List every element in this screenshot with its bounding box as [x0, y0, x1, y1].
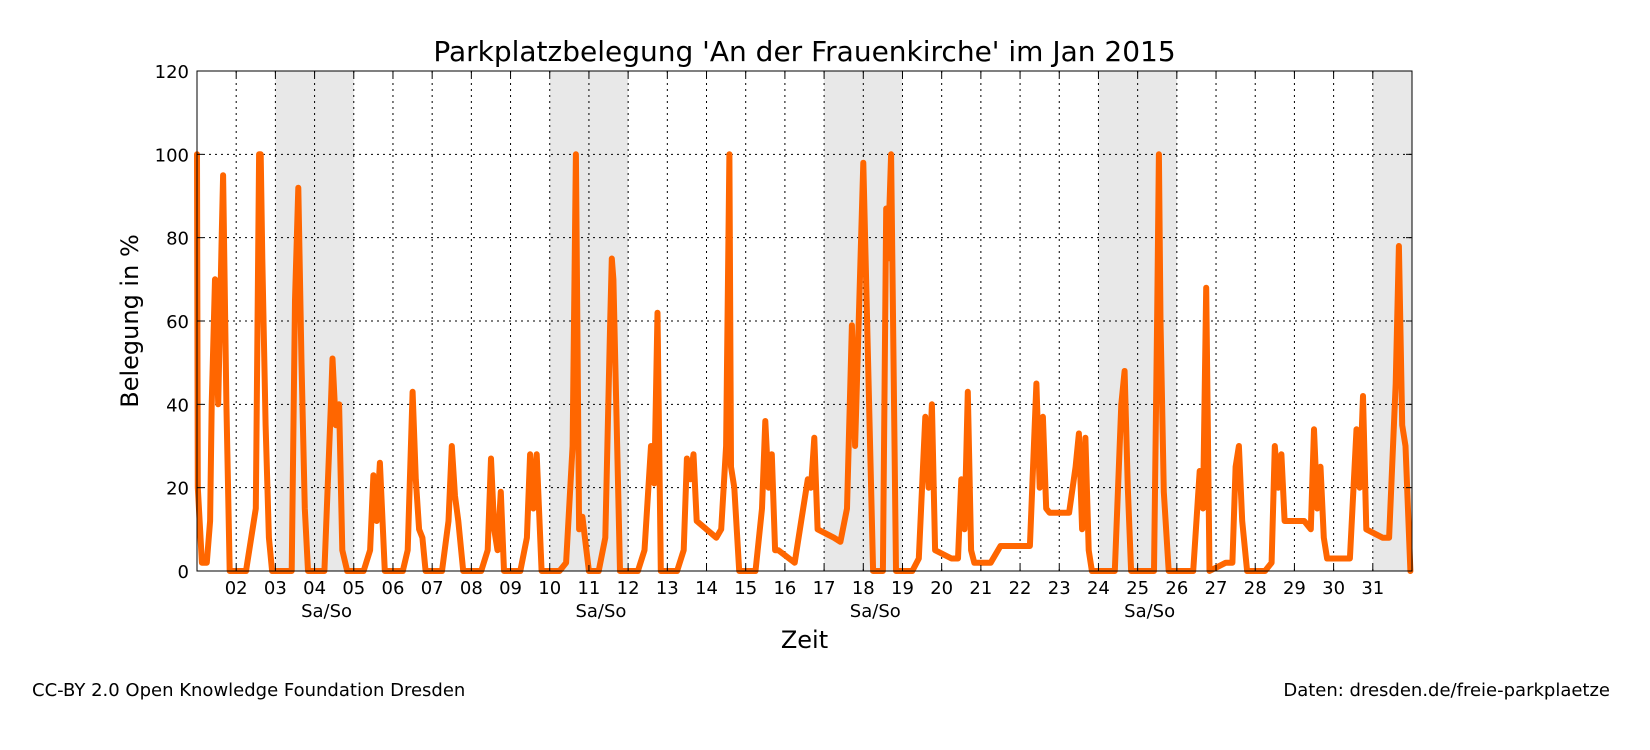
x-tick-label: 05 — [342, 578, 365, 599]
x-tick-label: 08 — [460, 578, 483, 599]
x-tick-label: 19 — [891, 578, 914, 599]
y-tick-label: 60 — [166, 312, 189, 333]
x-tick-label: 20 — [930, 578, 953, 599]
x-tick-label: 04 — [303, 578, 326, 599]
x-axis-label: Zeit — [781, 626, 828, 654]
weekend-label: Sa/So — [575, 601, 626, 622]
y-tick-label: 40 — [166, 395, 189, 416]
x-tick-label: 29 — [1283, 578, 1306, 599]
x-tick-label: 10 — [538, 578, 561, 599]
occupancy-series-line — [194, 151, 1414, 574]
x-axis-ticks: 02 03 04 05 06 07 08 09 10 11 12 13 14 15 16 17 18 19 20 21… — [225, 71, 1384, 599]
x-tick-label: 07 — [421, 578, 444, 599]
x-tick-label: 30 — [1322, 578, 1345, 599]
x-tick-label: 25 — [1126, 578, 1149, 599]
x-tick-label: 16 — [773, 578, 796, 599]
x-tick-label: 14 — [695, 578, 718, 599]
y-tick-label: 120 — [155, 62, 189, 83]
x-tick-label: 23 — [1048, 578, 1071, 599]
y-tick-label: 20 — [166, 479, 189, 500]
x-tick-label: 26 — [1165, 578, 1188, 599]
y-tick-label: 100 — [155, 145, 189, 166]
y-tick-label: 80 — [166, 229, 189, 250]
y-axis-ticks: 0 20 40 60 80 100 120 — [155, 62, 1412, 583]
x-tick-label: 09 — [499, 578, 522, 599]
x-tick-label: 24 — [1087, 578, 1110, 599]
x-tick-label: 11 — [577, 578, 600, 599]
x-tick-label: 13 — [656, 578, 679, 599]
y-tick-label: 0 — [178, 562, 189, 583]
x-tick-label: 28 — [1244, 578, 1267, 599]
x-tick-label: 03 — [264, 578, 287, 599]
chart-title: Parkplatzbelegung 'An der Frauenkirche' … — [433, 35, 1175, 68]
x-tick-label: 21 — [969, 578, 992, 599]
x-tick-label: 12 — [617, 578, 640, 599]
x-tick-label: 15 — [734, 578, 757, 599]
y-axis-label: Belegung in % — [116, 234, 144, 408]
weekend-labels: Sa/So Sa/So Sa/So Sa/So — [301, 601, 1175, 622]
license-credit: CC-BY 2.0 Open Knowledge Foundation Dres… — [32, 680, 466, 701]
x-tick-label: 02 — [225, 578, 248, 599]
data-source-credit: Daten: dresden.de/freie-parkplaetze — [1283, 680, 1610, 701]
weekend-label: Sa/So — [1124, 601, 1175, 622]
x-tick-label: 22 — [1009, 578, 1032, 599]
x-tick-label: 17 — [813, 578, 836, 599]
x-tick-label: 18 — [852, 578, 875, 599]
weekend-label: Sa/So — [301, 601, 352, 622]
x-tick-label: 06 — [382, 578, 405, 599]
x-tick-label: 31 — [1361, 578, 1384, 599]
x-tick-label: 27 — [1205, 578, 1228, 599]
weekend-label: Sa/So — [850, 601, 901, 622]
